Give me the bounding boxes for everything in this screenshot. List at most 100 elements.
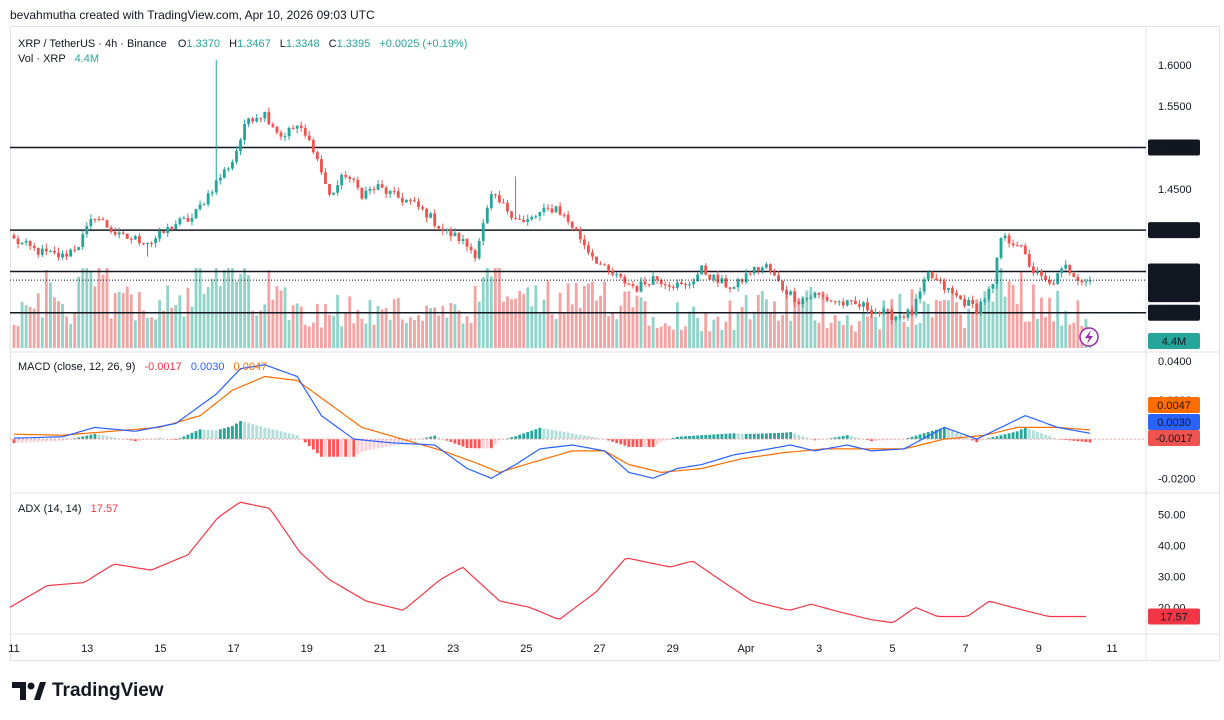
volume-bar <box>299 306 303 348</box>
macd-hist-bar <box>692 435 695 440</box>
macd-hist-bar <box>736 433 740 440</box>
price-badges: 1.50001.40001.35001.30001.339502:56:574.… <box>1148 139 1200 625</box>
candle-body <box>1064 264 1068 269</box>
chart-frame[interactable] <box>10 26 1220 661</box>
lightning-icon[interactable] <box>1079 327 1099 347</box>
macd-hist-bar <box>623 439 627 446</box>
volume-bar <box>364 323 368 348</box>
volume-bar <box>659 326 663 348</box>
volume-bar <box>874 316 878 348</box>
macd-hist-badge-text: -0.0017 <box>1155 433 1192 445</box>
macd-hist-bar <box>356 439 360 455</box>
volume-bar <box>708 331 712 348</box>
candle-body <box>971 300 975 304</box>
volume-bar <box>368 299 372 348</box>
macd-hist-bar <box>105 436 109 440</box>
candle-body <box>477 240 481 259</box>
volume-bar <box>243 268 246 348</box>
macd-line-badge <box>1148 414 1200 430</box>
candle-body <box>311 140 315 153</box>
symbol-legend[interactable]: XRP / TetherUS · 4h · Binance O1.3370 H1… <box>18 38 467 50</box>
adx-legend[interactable]: ADX (14, 14) 17.57 <box>18 503 118 515</box>
candle-body <box>396 191 400 198</box>
macd-hist-bar <box>959 434 962 440</box>
volume-bar <box>1003 296 1007 348</box>
macd-hist-bar <box>493 439 497 445</box>
candle-body <box>910 309 914 315</box>
macd-hist-bar <box>259 426 263 440</box>
candle-body <box>239 140 242 151</box>
volume-bar <box>744 294 748 348</box>
volume-bar <box>781 315 784 348</box>
candle-body <box>202 204 206 206</box>
volume-bar <box>417 314 420 348</box>
candle-body <box>388 191 392 194</box>
candle-body <box>380 184 384 188</box>
macd-hist-bar <box>550 429 554 440</box>
candle-body <box>24 240 28 243</box>
macd-hist-bar <box>101 435 105 440</box>
volume-bar <box>667 326 671 348</box>
attribution: bevahmutha created with TradingView.com,… <box>10 8 375 22</box>
candle-body <box>890 309 894 320</box>
candle-body <box>146 242 149 244</box>
price-tick-label: 1.4500 <box>1158 184 1192 196</box>
candle-body <box>574 227 578 231</box>
candle-body <box>841 301 845 306</box>
macd-hist-bar <box>999 435 1003 440</box>
volume-bar <box>170 307 174 348</box>
macd-hist-bar <box>97 434 101 440</box>
candle-body <box>263 111 267 119</box>
macd-hist-bar <box>979 439 983 441</box>
volume-bar <box>918 322 922 348</box>
candle-body <box>696 274 700 282</box>
candle-body <box>773 271 776 276</box>
macd-hist-bar <box>910 436 914 440</box>
candle-body <box>1068 264 1072 274</box>
macd-hist-bar <box>28 439 32 443</box>
macd-hist-bar <box>748 433 752 440</box>
volume-bar <box>320 327 323 348</box>
volume-bar <box>336 294 340 348</box>
volume-bar <box>983 291 987 348</box>
volume-bar <box>607 316 611 348</box>
macd-hist-bar <box>348 439 352 457</box>
candle-body <box>530 216 534 220</box>
horizontal-levels <box>10 146 1146 314</box>
level-badge-text: 1.3000 <box>1157 308 1191 320</box>
candle-body <box>1003 235 1007 239</box>
tradingview-logo-icon <box>12 682 46 700</box>
volume-bar <box>1031 284 1035 348</box>
volume-bar <box>392 299 396 348</box>
candle-body <box>271 124 275 127</box>
volume-bar <box>538 313 542 348</box>
macd-hist-bar <box>914 435 918 440</box>
macd-hist-bar <box>453 439 457 444</box>
macd-legend[interactable]: MACD (close, 12, 26, 9) -0.0017 0.0030 0… <box>18 361 267 373</box>
macd-hist-bar <box>756 433 760 440</box>
volume-bar <box>793 291 797 348</box>
candle-body <box>222 169 226 178</box>
candle-body <box>449 229 453 237</box>
tradingview-logo[interactable]: TradingView <box>12 680 164 702</box>
candle-body <box>235 150 238 162</box>
candle-body <box>1048 280 1051 284</box>
volume-bar <box>801 296 805 348</box>
time-tick-label: 13 <box>81 643 93 655</box>
tradingview-brand: TradingView <box>52 680 164 701</box>
macd-hist-bar <box>874 439 878 441</box>
volume-bar <box>271 299 275 348</box>
macd-hist-bar <box>971 439 975 441</box>
macd-line <box>13 364 1091 479</box>
candle-body <box>481 223 485 241</box>
macd-hist-bar <box>651 439 655 447</box>
x-axis-ticks[interactable]: 11 13 15 17 19 21 23 25 27 29 Apr 3 5 7 9 11 <box>8 643 1117 655</box>
time-tick-label: 11 <box>8 643 19 655</box>
volume-legend[interactable]: Vol · XRP 4.4M <box>18 53 99 65</box>
candle-body <box>603 264 607 266</box>
candle-body <box>1040 271 1043 276</box>
macd-hist-bar <box>210 430 214 440</box>
candle-body <box>332 192 335 195</box>
volume-bar <box>105 268 109 348</box>
